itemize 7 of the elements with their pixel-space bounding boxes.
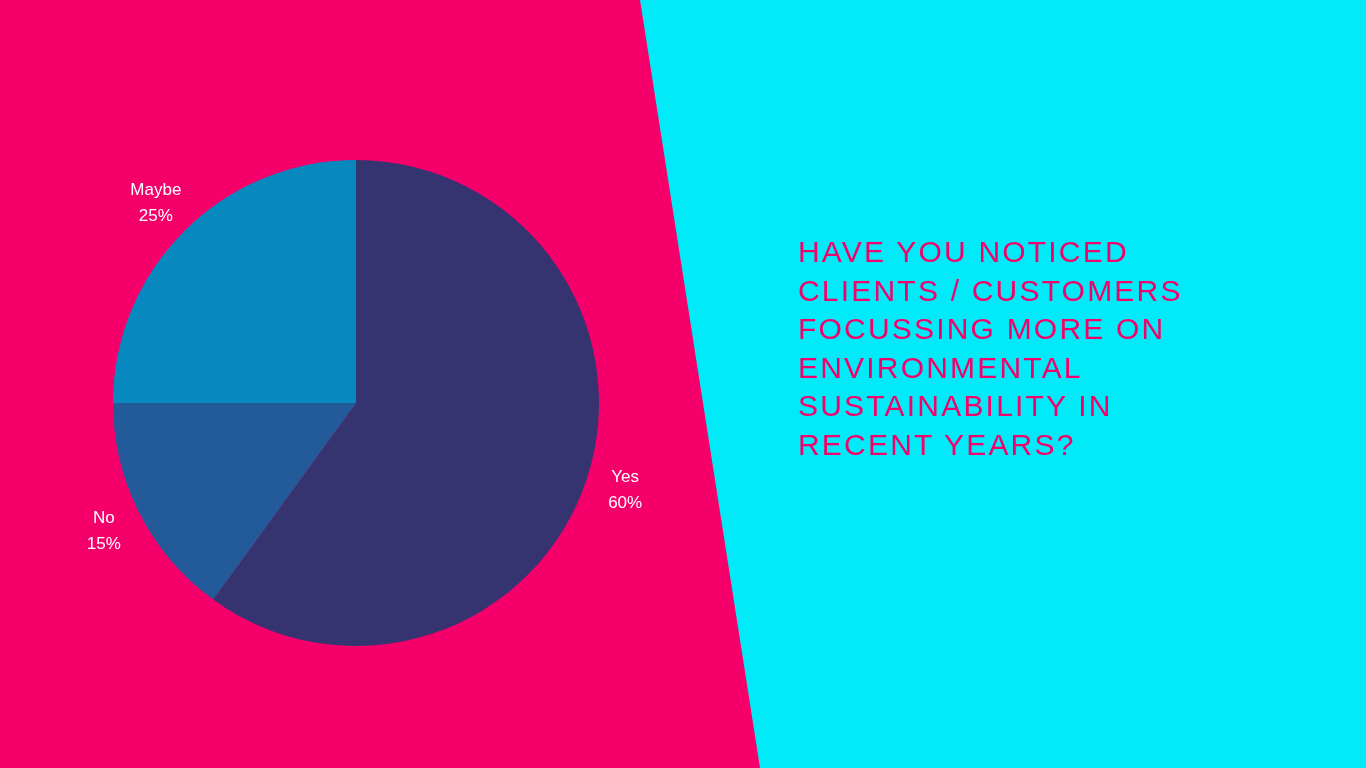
data-label: 60%: [608, 493, 643, 513]
data-label: 15%: [86, 534, 121, 554]
text: HAVE YOU NOTICED CLIENTS / CUSTOMERS FOCUSSING MORE ON ENVIRONMENTAL SUSTAINABILITY IN RECENT YEARS?: [798, 234, 1184, 463]
slice-label: Maybe: [130, 179, 182, 199]
slice-label: No: [92, 508, 115, 528]
slice-label: Yes: [611, 467, 640, 487]
data-label: 25%: [138, 205, 173, 225]
